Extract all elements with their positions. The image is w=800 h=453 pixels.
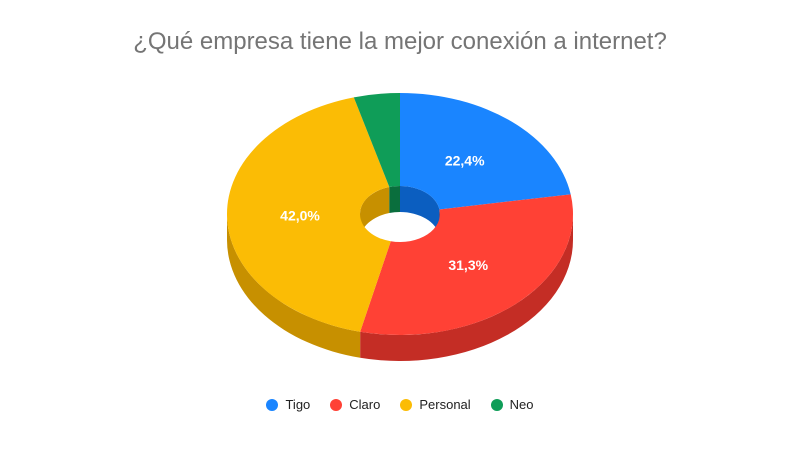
slice-neo (353, 93, 400, 188)
slice-side-personal (227, 214, 361, 358)
legend-swatch (400, 398, 413, 411)
slice-labels: 22,4% 31,3% 42,0% (280, 153, 488, 274)
chart-title: ¿Qué empresa tiene la mejor conexión a i… (133, 28, 667, 55)
legend-label: Neo (509, 397, 534, 412)
slice-label-tigo: 22,4% (445, 153, 485, 169)
legend-swatch (330, 398, 343, 411)
legend-swatch (490, 398, 503, 411)
slice-personal (227, 97, 391, 332)
slice-claro (360, 194, 573, 335)
donut-tops (227, 93, 573, 335)
slice-label-claro: 31,3% (448, 257, 488, 273)
legend-item-claro: Claro (330, 397, 380, 412)
donut-hole (360, 186, 440, 240)
slice-side-claro (360, 214, 573, 361)
legend-item-neo: Neo (490, 397, 534, 412)
legend-swatch (266, 398, 279, 411)
hole-wall-personal (360, 187, 390, 240)
donut-sides (227, 214, 573, 361)
legend-item-tigo: Tigo (266, 397, 310, 412)
legend-label: Tigo (285, 397, 311, 412)
slice-label-personal: 42,0% (280, 207, 320, 223)
legend: Tigo Claro Personal Neo (0, 397, 800, 412)
hole-wall-tigo (400, 186, 440, 236)
legend-item-personal: Personal (400, 397, 471, 412)
legend-label: Personal (419, 397, 471, 412)
legend-label: Claro (349, 397, 381, 412)
slice-tigo (400, 93, 571, 210)
hole-wall-neo (389, 186, 400, 214)
